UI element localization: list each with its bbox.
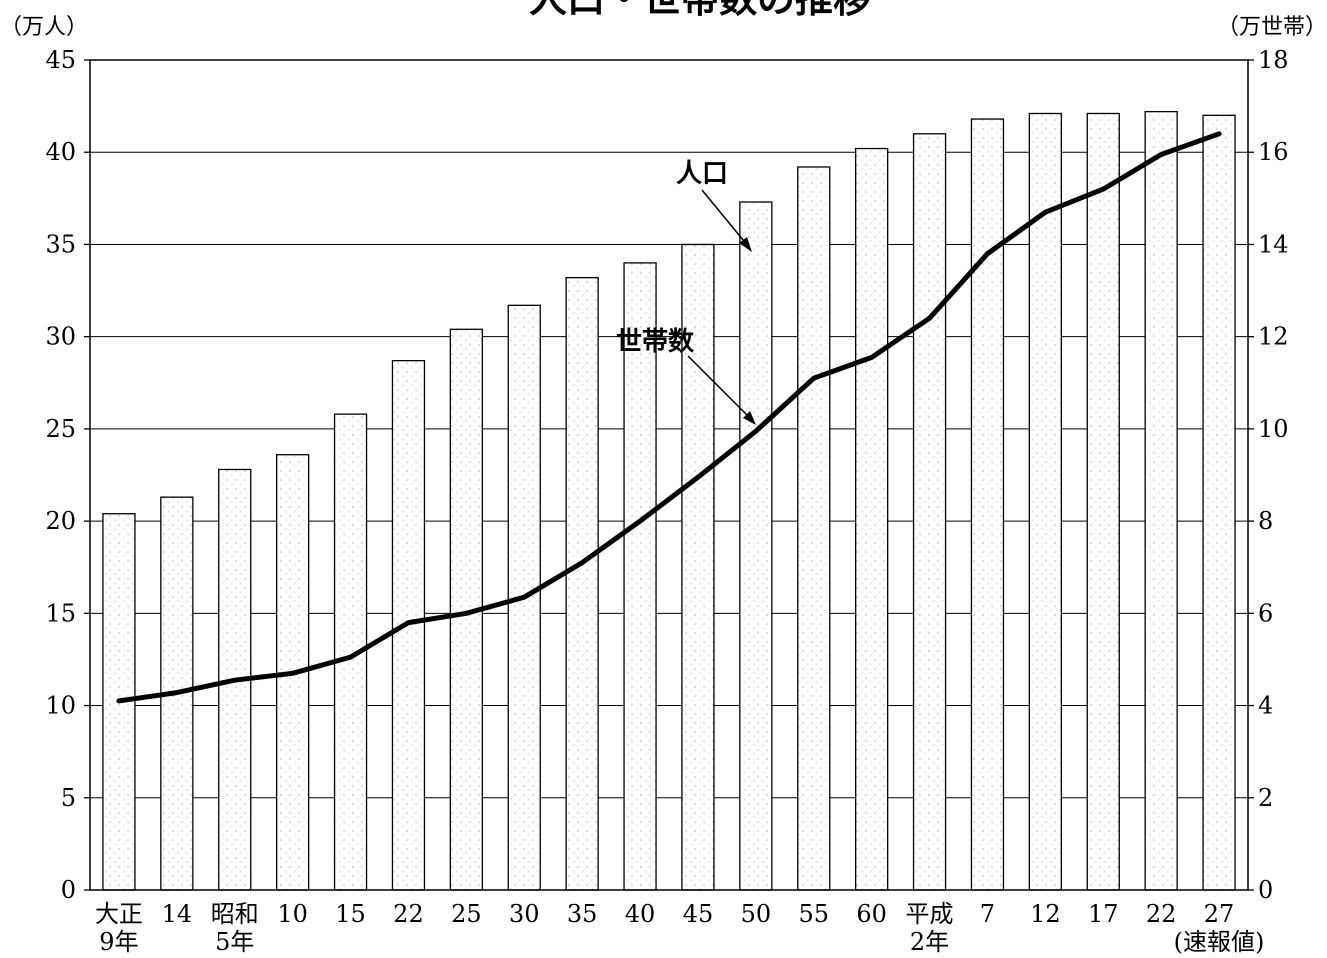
x-tick-label: 22 xyxy=(1146,900,1177,928)
households-annotation-arrow xyxy=(687,355,753,421)
x-tick-label: 30 xyxy=(509,900,540,928)
population-annotation-label: 人口 xyxy=(676,159,728,189)
x-tick-label: 15 xyxy=(335,900,366,928)
left-tick-label: 10 xyxy=(45,692,76,720)
x-tick-label: 22 xyxy=(393,900,424,928)
population-bar xyxy=(681,243,715,891)
x-tick-label: 35 xyxy=(567,900,598,928)
x-tick-label: 12 xyxy=(1030,900,1061,928)
right-axis-unit: （万世帯） xyxy=(1217,15,1327,40)
population-bar xyxy=(1028,112,1062,891)
x-tick-label: 平成 xyxy=(906,900,954,928)
right-tick-label: 14 xyxy=(1258,230,1289,258)
right-axis-ticks: 0 2 4 6 8 10 12 14 16 18 xyxy=(1248,46,1289,904)
households-line xyxy=(116,131,1222,704)
x-tick-label: 14 xyxy=(162,900,193,928)
right-tick-label: 16 xyxy=(1258,138,1289,166)
population-bar xyxy=(1202,114,1236,891)
left-tick-label: 15 xyxy=(45,599,76,627)
population-annotation-arrow xyxy=(701,189,749,247)
left-tick-label: 5 xyxy=(61,784,76,812)
x-tick-label: 17 xyxy=(1088,900,1119,928)
left-tick-label: 0 xyxy=(61,876,76,904)
left-tick-label: 45 xyxy=(45,46,76,74)
population-bar xyxy=(855,147,889,891)
x-tick-label: 60 xyxy=(856,900,887,928)
x-tick-label: 27 xyxy=(1204,900,1235,928)
households-annotation-arrowhead xyxy=(743,411,756,425)
left-tick-label: 30 xyxy=(45,323,76,351)
right-tick-label: 8 xyxy=(1258,507,1273,535)
population-bar xyxy=(623,262,657,891)
x-tick-label: 40 xyxy=(625,900,656,928)
right-tick-label: 18 xyxy=(1258,46,1289,74)
grid-lines xyxy=(90,151,1248,799)
left-axis-ticks: 0 5 10 15 20 25 30 35 40 45 xyxy=(45,46,90,904)
x-tick-label-second-line: 2年 xyxy=(910,928,949,956)
population-bar xyxy=(970,118,1005,891)
left-tick-label: 25 xyxy=(45,415,76,443)
population-bar xyxy=(739,201,773,891)
right-tick-label: 4 xyxy=(1258,692,1273,720)
right-tick-label: 2 xyxy=(1258,784,1273,812)
population-annotation-arrowhead xyxy=(739,237,752,252)
x-tick-label: 50 xyxy=(741,900,772,928)
x-tick-label: 10 xyxy=(277,900,308,928)
x-tick-label-second-line: 9年 xyxy=(99,928,138,956)
population-bar xyxy=(1086,112,1120,891)
left-tick-label: 40 xyxy=(45,138,76,166)
x-tick-label: 昭和 xyxy=(211,900,259,928)
left-tick-label: 35 xyxy=(45,230,76,258)
x-tick-label: 25 xyxy=(451,900,482,928)
x-tick-label: 大正 xyxy=(95,900,143,928)
population-bar xyxy=(565,276,599,891)
right-tick-label: 10 xyxy=(1258,415,1289,443)
x-tick-label-second-line: (速報値) xyxy=(1174,928,1265,956)
population-bar xyxy=(1144,110,1178,891)
right-tick-label: 12 xyxy=(1258,323,1289,351)
population-bar xyxy=(333,413,368,891)
households-annotation-label: 世帯数 xyxy=(616,327,695,357)
x-tick-label: 45 xyxy=(683,900,714,928)
left-tick-label: 20 xyxy=(45,507,76,535)
population-bar xyxy=(797,166,831,891)
x-tick-label-second-line: 5年 xyxy=(215,928,254,956)
population-bar xyxy=(912,133,947,891)
x-tick-label: 7 xyxy=(980,900,995,928)
plot-frame xyxy=(89,59,1249,891)
chart-title: 人口・世帯数の推移 xyxy=(529,0,871,21)
left-axis-unit: （万人） xyxy=(0,15,88,40)
right-tick-label: 6 xyxy=(1258,599,1273,627)
x-tick-label: 55 xyxy=(798,900,829,928)
right-tick-label: 0 xyxy=(1258,876,1273,904)
